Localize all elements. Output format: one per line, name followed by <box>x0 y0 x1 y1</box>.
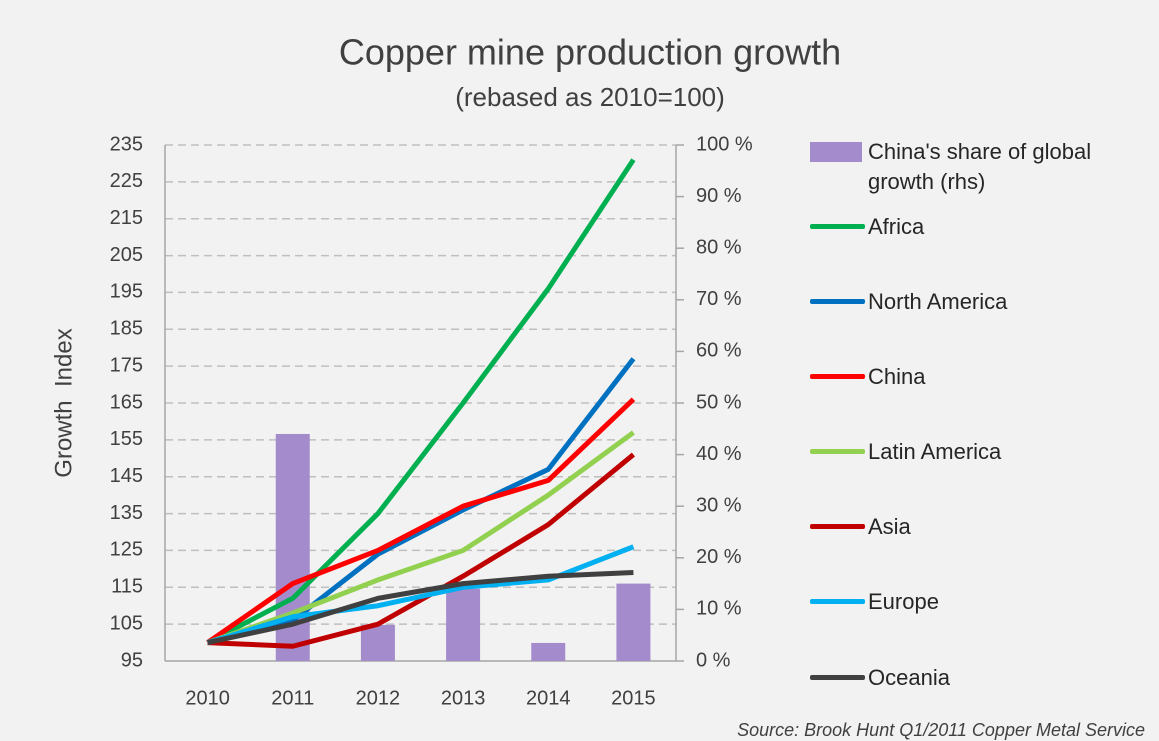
line-series <box>206 397 636 645</box>
legend-swatch <box>810 224 865 229</box>
y-tick-label: 175 <box>110 354 143 376</box>
legend-swatch <box>810 675 865 680</box>
y2-tick-label: 30 % <box>696 494 742 516</box>
legend-swatch <box>810 299 865 304</box>
legend-item: North America <box>810 287 1007 317</box>
y-tick-label: 155 <box>110 428 143 450</box>
legend-item: Latin America <box>810 437 1001 467</box>
legend-label: China's share of global growth (rhs) <box>868 139 1092 194</box>
legend-swatch <box>810 449 865 454</box>
y-axis-label: Growth Index <box>50 328 77 477</box>
y2-tick-label: 50 % <box>696 391 742 413</box>
legend-label: Latin America <box>868 439 1002 464</box>
legend-item: China <box>810 362 925 392</box>
legend-label: Europe <box>868 589 939 614</box>
legend-item: Europe <box>810 587 939 617</box>
y-tick-label: 145 <box>110 465 143 487</box>
bar <box>616 583 651 661</box>
x-tick-label: 2010 <box>185 687 230 709</box>
legend-swatch <box>810 142 862 162</box>
source-note: Source: Brook Hunt Q1/2011 Copper Metal … <box>737 720 1145 740</box>
x-tick-label: 2015 <box>611 687 656 709</box>
line-series <box>206 158 636 645</box>
y2-tick-label: 70 % <box>696 288 742 310</box>
legend-swatch <box>810 599 865 604</box>
y-tick-label: 105 <box>110 612 143 634</box>
line-series <box>206 430 635 645</box>
y2-tick-label: 20 % <box>696 546 742 568</box>
y-tick-label: 135 <box>110 502 143 524</box>
legend-label: Asia <box>868 514 911 539</box>
y-tick-label: 185 <box>110 318 143 340</box>
y2-tick-label: 0 % <box>696 649 731 671</box>
legend-item: Africa <box>810 212 924 242</box>
line-series <box>207 452 636 649</box>
y-tick-label: 195 <box>110 281 143 303</box>
x-tick-label: 2011 <box>271 687 314 709</box>
legend-item: Oceania <box>810 663 950 693</box>
legend-label: Oceania <box>868 665 950 690</box>
x-tick-label: 2014 <box>526 687 571 709</box>
y-tick-label: 235 <box>110 133 143 155</box>
y2-tick-label: 10 % <box>696 598 742 620</box>
x-tick-label: 2012 <box>356 687 401 709</box>
chart-subtitle: (rebased as 2010=100) <box>455 82 725 112</box>
legend-item: China's share of global growth (rhs) <box>810 137 1148 197</box>
y2-tick-label: 90 % <box>696 185 742 207</box>
x-tick-label: 2013 <box>441 687 486 709</box>
y-tick-label: 115 <box>111 576 143 598</box>
line-series <box>206 357 636 645</box>
y-tick-label: 165 <box>110 391 143 413</box>
legend-label: Africa <box>868 214 925 239</box>
chart-title: Copper mine production growth <box>339 32 841 73</box>
y-tick-label: 125 <box>110 539 143 561</box>
legend-swatch <box>810 524 865 529</box>
y-tick-label: 205 <box>110 244 143 266</box>
y2-tick-label: 40 % <box>696 443 742 465</box>
bar <box>531 642 566 661</box>
y-tick-label: 225 <box>110 170 143 192</box>
legend-swatch <box>810 374 865 379</box>
legend-label: North America <box>868 289 1008 314</box>
y-tick-label: 95 <box>121 649 143 671</box>
y2-tick-label: 100 % <box>696 133 753 155</box>
bar <box>446 588 481 661</box>
line-series <box>207 570 634 646</box>
bar <box>360 624 395 661</box>
legend-label: China <box>868 364 926 389</box>
y-tick-label: 215 <box>110 207 143 229</box>
legend-item: Asia <box>810 512 911 542</box>
y2-tick-label: 60 % <box>696 340 742 362</box>
y2-tick-label: 80 % <box>696 236 742 258</box>
